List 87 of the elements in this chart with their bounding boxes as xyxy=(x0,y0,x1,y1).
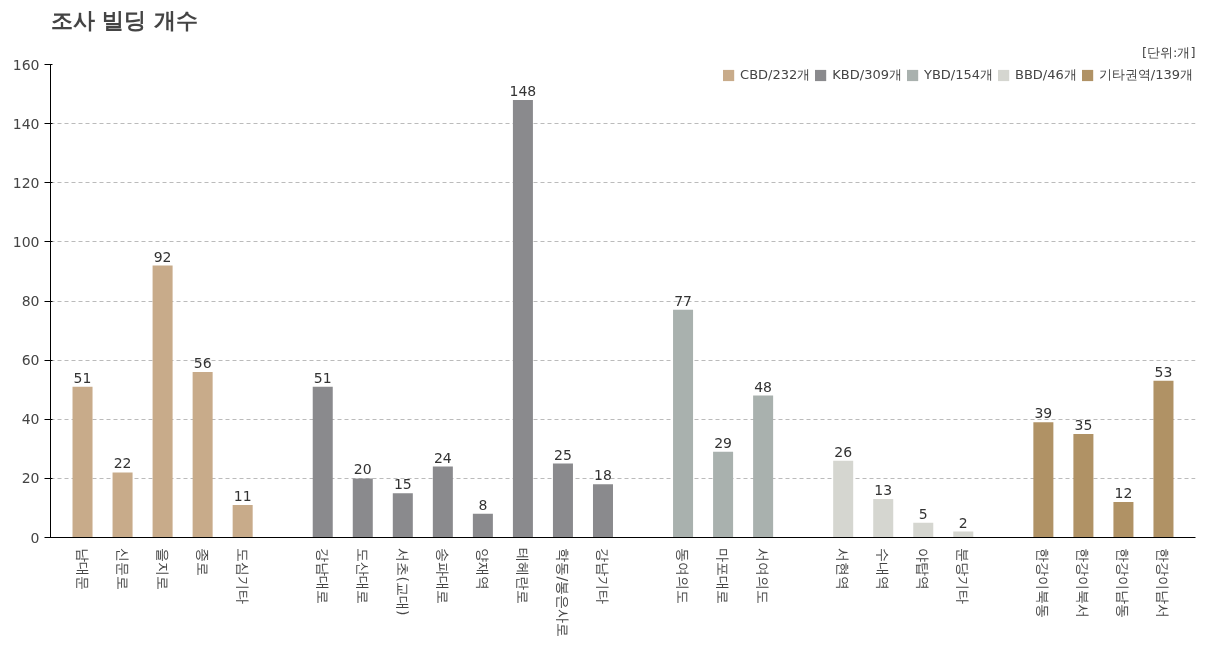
bar xyxy=(512,99,533,538)
data-label: 22 xyxy=(113,455,132,472)
bar xyxy=(1033,422,1054,538)
data-label: 48 xyxy=(754,378,773,395)
x-tick-label: 서현역 xyxy=(835,548,852,591)
bar xyxy=(432,466,453,538)
data-label: 20 xyxy=(353,461,372,478)
legend-label: KBD/309개 xyxy=(832,66,902,84)
data-label: 77 xyxy=(674,292,692,309)
data-label: 148 xyxy=(509,82,537,99)
x-tick-label: 학동/봉은사로 xyxy=(554,548,571,638)
bar xyxy=(673,309,694,538)
x-tick-label: 도심기타 xyxy=(234,548,251,605)
data-label: 2 xyxy=(958,514,968,531)
data-label: 29 xyxy=(714,434,733,451)
bar xyxy=(72,386,93,538)
x-tick-label: 한강이남서 xyxy=(1155,548,1172,619)
x-tick-label: 강남기타 xyxy=(594,548,611,605)
x-tick-label: 서초(교대) xyxy=(394,548,411,616)
data-label: 56 xyxy=(193,354,212,371)
y-tick-label: 120 xyxy=(12,174,40,191)
y-tick-label: 60 xyxy=(21,352,40,369)
x-tick-label: 양재역 xyxy=(474,548,491,591)
bar xyxy=(873,499,894,538)
bar xyxy=(472,513,493,538)
data-label: 51 xyxy=(313,369,332,386)
y-tick-label: 40 xyxy=(21,411,40,428)
data-label: 12 xyxy=(1114,485,1133,502)
bar xyxy=(232,504,253,538)
bar xyxy=(352,478,373,538)
x-tick-label: 신문로 xyxy=(114,548,131,591)
legend-label: CBD/232개 xyxy=(740,66,811,84)
bar xyxy=(713,451,734,538)
x-tick-label: 한강이북서 xyxy=(1075,548,1092,619)
bar xyxy=(833,460,854,538)
bar xyxy=(192,371,213,538)
data-label: 13 xyxy=(874,482,893,499)
bar xyxy=(1073,434,1094,538)
bar xyxy=(1113,502,1134,538)
data-label: 39 xyxy=(1034,405,1053,422)
data-label: 15 xyxy=(393,476,412,493)
data-label: 18 xyxy=(594,467,612,484)
x-tick-label: 송파대로 xyxy=(434,548,451,605)
x-tick-label: 수내역 xyxy=(875,548,892,591)
x-tick-label: 한강이북동 xyxy=(1035,548,1052,619)
y-tick-label: 100 xyxy=(12,233,40,250)
data-label: 11 xyxy=(233,487,252,504)
data-label: 5 xyxy=(918,505,928,522)
bar xyxy=(392,493,413,538)
data-label: 24 xyxy=(433,449,452,466)
legend-label: YBD/154개 xyxy=(923,66,994,84)
x-tick-label: 분당기타 xyxy=(955,548,972,605)
bar xyxy=(312,386,333,538)
bar xyxy=(112,472,133,538)
y-tick-label: 160 xyxy=(12,56,40,73)
x-tick-label: 마포대로 xyxy=(715,548,732,605)
y-tick-label: 20 xyxy=(21,470,40,487)
data-label: 92 xyxy=(153,248,172,265)
x-tick-label: 테헤란로 xyxy=(514,548,531,605)
x-tick-label: 야탑역 xyxy=(915,548,932,591)
bar xyxy=(152,265,173,538)
text: [단위:개] xyxy=(1141,44,1196,60)
x-tick-label: 종로 xyxy=(194,548,211,577)
y-tick-label: 140 xyxy=(12,115,40,132)
data-label: 26 xyxy=(834,443,853,460)
bar xyxy=(552,463,573,538)
data-label: 25 xyxy=(554,446,572,463)
legend-label: BBD/46개 xyxy=(1015,66,1077,84)
data-label: 51 xyxy=(73,369,92,386)
legend-label: 기타권역/139개 xyxy=(1098,66,1193,84)
y-tick-label: 0 xyxy=(30,529,40,546)
bar xyxy=(913,522,934,538)
bar xyxy=(1153,380,1174,538)
x-tick-label: 강남대로 xyxy=(314,548,331,605)
data-label: 53 xyxy=(1154,363,1173,380)
bar xyxy=(592,484,613,538)
x-tick-label: 서여의도 xyxy=(755,548,772,605)
x-tick-label: 남대문 xyxy=(74,548,91,591)
data-label: 8 xyxy=(478,496,488,513)
bar xyxy=(753,395,774,538)
x-tick-label: 동여의도 xyxy=(675,548,692,605)
y-tick-label: 80 xyxy=(21,293,40,309)
chart-title: 조사 빌딩 개수 xyxy=(50,7,198,33)
x-tick-label: 한강이남동 xyxy=(1115,548,1132,619)
x-tick-label: 을지로 xyxy=(154,548,171,591)
x-tick-label: 도산대로 xyxy=(354,548,371,605)
data-label: 35 xyxy=(1074,417,1093,434)
